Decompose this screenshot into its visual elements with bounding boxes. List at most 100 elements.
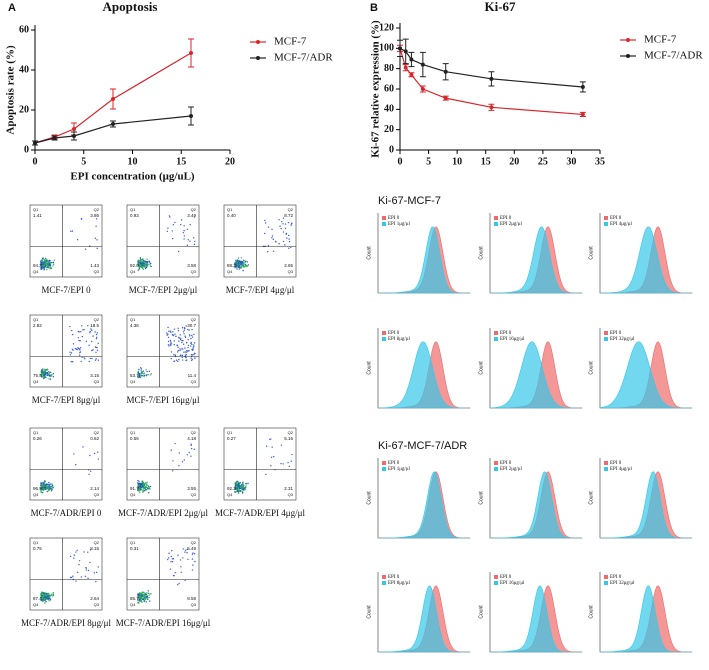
quadrant-name: Q1 (227, 430, 233, 435)
scatter-dot (188, 329, 190, 331)
scatter-dot (282, 463, 284, 465)
histogram (489, 341, 583, 409)
data-point (72, 127, 76, 131)
scatter-dot (272, 250, 275, 252)
scatter-dot (142, 491, 144, 493)
scatter-dot (288, 240, 291, 243)
scatter-dot (87, 577, 89, 579)
scatter-dot (143, 262, 145, 264)
scatter-dot (51, 374, 53, 376)
y-tick-label: 0 (389, 144, 394, 155)
scatter-dot (242, 261, 244, 263)
scatter-dot (82, 446, 84, 448)
legend-label: MCF-7 (644, 34, 677, 46)
scatter-dot (42, 263, 44, 265)
scatter-dot (244, 489, 246, 491)
scatter-dot (137, 370, 140, 373)
quadrant-value: 87.4 (33, 596, 42, 601)
scatter-dot (237, 266, 240, 268)
legend-swatch (604, 467, 608, 471)
scatter-dot (168, 345, 170, 347)
scatter-dot (94, 237, 97, 239)
scatter-dot (241, 487, 243, 490)
x-tick-label: 10 (128, 156, 138, 167)
quadrant-name: Q3 (94, 602, 100, 607)
scatter-dot (83, 551, 85, 553)
scatter-dot (190, 341, 192, 344)
scatter-dot (48, 481, 50, 484)
scatter-dot (69, 351, 71, 353)
scatter-dot (73, 453, 75, 455)
scatter-dot (138, 483, 141, 485)
scatter-dot (91, 340, 93, 343)
legend-label: EPI 0 (500, 216, 512, 221)
scatter-dot (190, 354, 193, 356)
scatter-dot (170, 331, 172, 334)
scatter-dot (142, 598, 145, 601)
scatter-dot (84, 575, 87, 578)
scatter-dot (193, 333, 195, 336)
legend-swatch (382, 331, 386, 335)
scatter-dot (238, 268, 241, 270)
scatter-dot (290, 224, 292, 226)
quadrant-value: 8.15 (90, 546, 99, 551)
scatter-dot (137, 375, 139, 377)
scatter-dot (242, 269, 244, 272)
scatter-dot (167, 344, 170, 346)
data-point (52, 136, 57, 140)
scatter-dot (43, 267, 45, 269)
quadrant-value: 1.41 (33, 213, 42, 218)
quadrant-name: Q1 (227, 207, 233, 212)
scatter-dot (171, 561, 174, 563)
quadrant-value: 3.58 (187, 263, 196, 268)
scatter-dot (43, 593, 46, 595)
quadrant-name: Q2 (191, 540, 197, 545)
scatter-dot (184, 551, 186, 553)
chart-title: Ki-67 (484, 0, 516, 14)
scatter-dot (71, 576, 73, 578)
scatter-dot (94, 346, 97, 348)
scatter-dot (147, 592, 149, 594)
scatter-dot (145, 260, 147, 263)
scatter-dot (190, 342, 192, 345)
scatter-dot (265, 473, 267, 476)
scatter-dot (140, 483, 142, 485)
scatter-dot (96, 247, 98, 250)
scatter-dot (91, 329, 93, 332)
scatter-dot (142, 370, 144, 373)
scatter-dot (95, 333, 98, 336)
scatter-dot (79, 340, 81, 342)
scatter-dot (150, 593, 152, 595)
scatter-dot (46, 490, 49, 493)
scatter-dot (50, 593, 53, 595)
scatter-dot (41, 597, 44, 600)
scatter-dot (140, 266, 142, 269)
scatter-dot (46, 371, 49, 374)
histogram (489, 226, 582, 294)
scatter-dot (179, 354, 182, 356)
scatter-dot (141, 594, 144, 597)
scatter-dot (241, 260, 243, 263)
quadrant-value: 2.65 (284, 263, 293, 268)
scatter-dot (183, 459, 186, 461)
y-axis-label: Ki-67 relative expression (%) (370, 20, 382, 158)
scatter-dot (143, 594, 145, 596)
legend-marker (256, 56, 260, 60)
scatter-dot (44, 594, 47, 597)
scatter-dot (148, 596, 150, 599)
scatter-dot (237, 257, 240, 259)
scatter-dot (94, 359, 97, 361)
scatter-dot (141, 480, 143, 482)
scatter-dot (166, 230, 169, 233)
legend-label: EPI 0 (388, 461, 400, 466)
scatter-dot (183, 329, 185, 331)
scatter-dot (96, 349, 99, 351)
scatter-dot (177, 329, 180, 332)
scatter-dot (176, 351, 179, 353)
scatter-dot (182, 557, 184, 559)
scatter-dot (49, 264, 51, 267)
scatter-dot (170, 351, 173, 353)
scatter-dot (193, 216, 196, 218)
quadrant-value: 11.4 (188, 373, 197, 378)
scatter-dot (240, 257, 243, 259)
